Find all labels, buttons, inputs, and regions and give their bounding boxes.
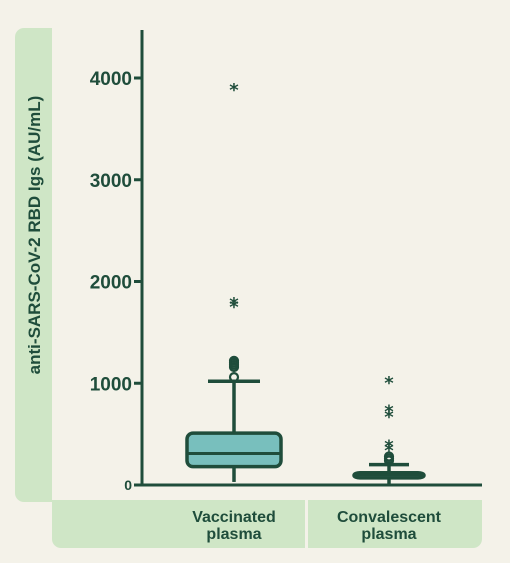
outlier-star: * xyxy=(384,440,394,461)
x-axis-label-band xyxy=(52,500,482,548)
y-tick-label: 0 xyxy=(124,477,132,493)
outlier-star: * xyxy=(384,407,394,428)
box-group: ***** xyxy=(352,373,426,485)
outlier-star: * xyxy=(229,294,239,315)
box-series: ******** xyxy=(185,80,426,485)
outlier-circle xyxy=(383,451,395,462)
y-tick-label: 3000 xyxy=(90,171,132,192)
y-axis-label-band xyxy=(15,28,52,502)
outlier-star: * xyxy=(384,402,394,423)
category-label: plasma xyxy=(206,526,261,543)
category-divider xyxy=(305,500,308,548)
outlier-circle xyxy=(228,372,240,383)
outlier-star: * xyxy=(229,80,239,101)
box xyxy=(185,431,283,469)
category-label: plasma xyxy=(361,526,416,543)
y-tick-label: 4000 xyxy=(90,69,132,90)
outlier-star: * xyxy=(384,436,394,457)
y-tick-label: 2000 xyxy=(90,273,132,294)
outlier-star: * xyxy=(384,373,394,394)
outlier-star: * xyxy=(229,297,239,318)
category-label: Vaccinated xyxy=(192,509,276,526)
y-axis-ticks: 0 1000 2000 3000 4000 xyxy=(90,69,142,493)
y-tick-label: 1000 xyxy=(90,374,132,395)
y-axis-title: anti-SARS-CoV-2 RBD Igs (AU/mL) xyxy=(25,96,44,375)
outlier-circle xyxy=(228,355,240,366)
category-label: Convalescent xyxy=(337,509,442,526)
box-group: *** xyxy=(185,80,283,482)
